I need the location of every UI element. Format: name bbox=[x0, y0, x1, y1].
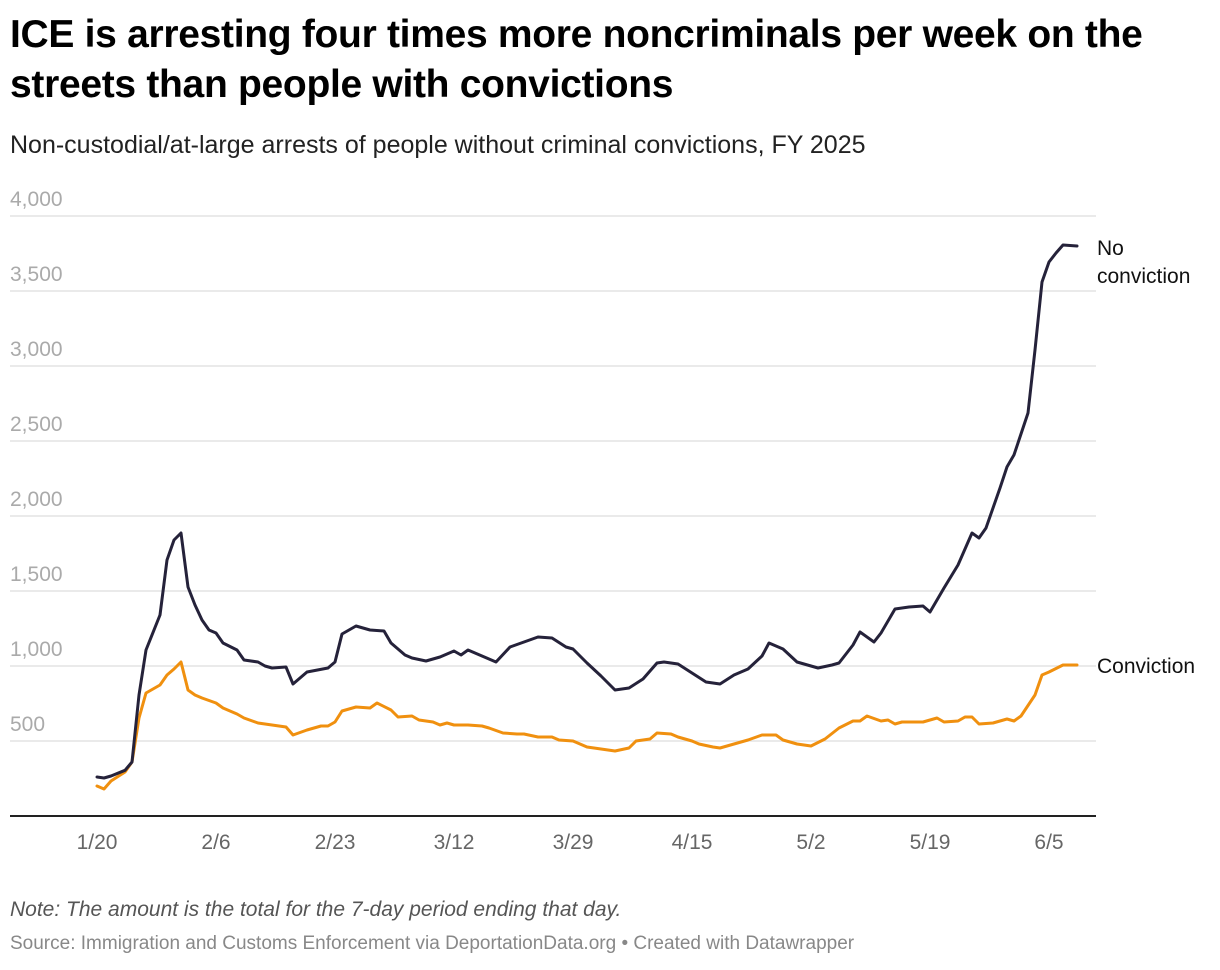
y-tick-label: 4,000 bbox=[10, 188, 63, 211]
series-line-conviction bbox=[95, 660, 1079, 791]
series-label-no-conviction-line1: No bbox=[1097, 237, 1124, 260]
y-tick-label: 3,000 bbox=[10, 338, 63, 361]
series-label-no-conviction-line2: conviction bbox=[1097, 265, 1190, 288]
y-axis-ticks: 500 1,000 1,500 2,000 2,500 3,000 3,500 4,000 bbox=[10, 188, 63, 736]
x-axis-ticks: 1/20 2/6 2/23 3/12 3/29 4/15 5/2 5/19 6/5 bbox=[77, 831, 1064, 854]
x-tick-label: 4/15 bbox=[672, 831, 713, 854]
y-tick-label: 1,500 bbox=[10, 563, 63, 586]
x-tick-label: 6/5 bbox=[1034, 831, 1063, 854]
x-tick-label: 3/12 bbox=[434, 831, 475, 854]
series-label-conviction: Conviction bbox=[1097, 655, 1195, 678]
series-line-no-conviction bbox=[95, 243, 1079, 780]
chart-note: Note: The amount is the total for the 7-… bbox=[10, 898, 622, 921]
gridlines bbox=[10, 215, 1096, 742]
series-lines bbox=[95, 243, 1079, 791]
y-tick-label: 500 bbox=[10, 713, 45, 736]
x-tick-label: 5/19 bbox=[910, 831, 951, 854]
line-chart: 500 1,000 1,500 2,000 2,500 3,000 3,500 4,000 1… bbox=[10, 188, 1195, 854]
chart-source: Source: Immigration and Customs Enforcem… bbox=[10, 933, 855, 954]
y-tick-label: 2,500 bbox=[10, 413, 63, 436]
y-tick-label: 2,000 bbox=[10, 488, 63, 511]
chart-subtitle: Non-custodial/at-large arrests of people… bbox=[10, 131, 866, 159]
x-tick-label: 2/23 bbox=[315, 831, 356, 854]
x-tick-label: 2/6 bbox=[201, 831, 230, 854]
x-tick-label: 3/29 bbox=[553, 831, 594, 854]
y-tick-label: 1,000 bbox=[10, 638, 63, 661]
x-tick-label: 5/2 bbox=[796, 831, 825, 854]
x-tick-label: 1/20 bbox=[77, 831, 118, 854]
chart-title: ICE is arresting four times more noncrim… bbox=[10, 13, 1143, 106]
y-tick-label: 3,500 bbox=[10, 263, 63, 286]
